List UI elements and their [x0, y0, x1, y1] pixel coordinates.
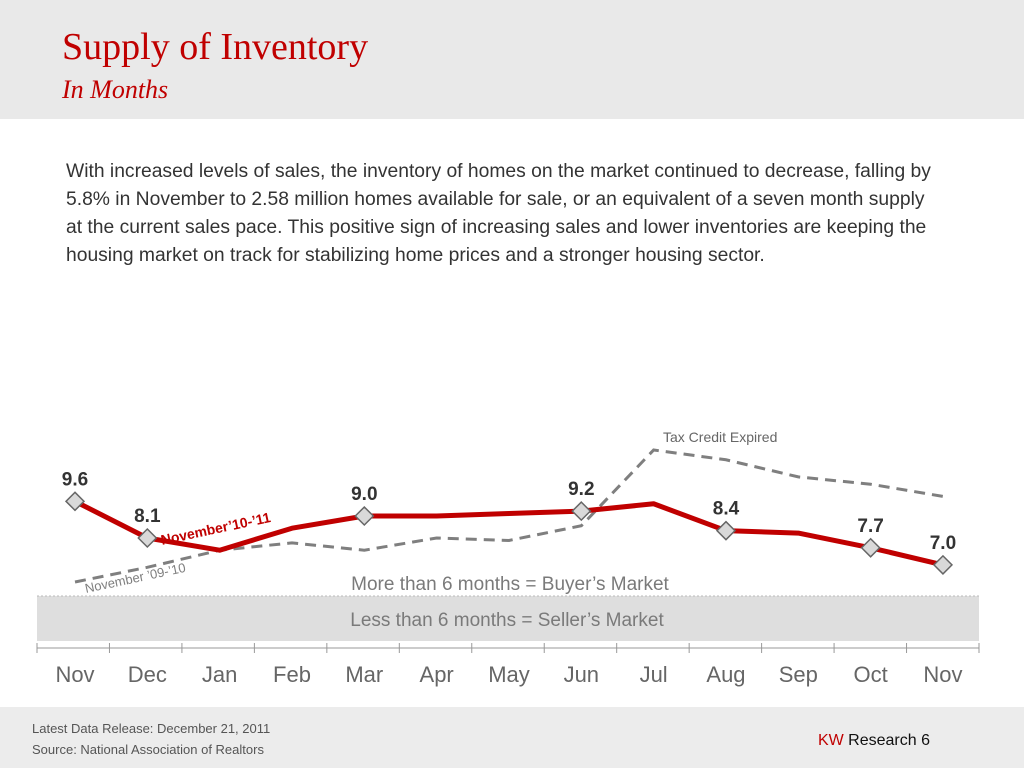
data-marker	[137, 527, 158, 549]
sellers-market-band	[37, 596, 979, 641]
data-marker	[932, 554, 954, 575]
brand-label: KW Research 6	[818, 732, 930, 750]
marker-group	[64, 491, 954, 575]
x-tick-label: Sep	[779, 662, 818, 687]
data-label: 9.2	[568, 479, 594, 500]
data-label: 9.6	[62, 469, 88, 490]
slide-title: Supply of Inventory	[62, 26, 369, 68]
x-tick-label: Nov	[55, 662, 94, 687]
source-note: Source: National Association of Realtors	[32, 742, 264, 757]
data-labels: 9.6 8.1 9.0 9.2 8.4 7.7 7.0	[62, 469, 956, 554]
footer-band: Latest Data Release: December 21, 2011 S…	[0, 707, 1024, 768]
body-paragraph: With increased levels of sales, the inve…	[66, 161, 931, 266]
header-band: Supply of Inventory In Months	[0, 0, 1024, 119]
x-tick-label: Jan	[202, 662, 237, 687]
data-release-note: Latest Data Release: December 21, 2011	[32, 721, 271, 736]
data-label: 7.0	[930, 533, 956, 554]
x-tick-label: Apr	[420, 662, 454, 687]
data-marker	[571, 501, 592, 522]
tax-credit-annotation: Tax Credit Expired	[663, 429, 777, 445]
x-axis-ticks	[36, 643, 980, 653]
x-tick-label: Jul	[640, 662, 668, 687]
brand-kw: KW	[817, 732, 844, 749]
data-marker	[860, 537, 881, 558]
inventory-line-chart: More than 6 months = Buyer’s Market Less…	[36, 429, 980, 687]
x-tick-label: Mar	[345, 662, 383, 687]
x-tick-label: Oct	[854, 662, 888, 687]
series-label-2009-2010: November ’09-’10	[84, 560, 187, 596]
x-tick-label: Nov	[923, 662, 962, 687]
data-label: 7.7	[857, 516, 883, 537]
buyers-market-label: More than 6 months = Buyer’s Market	[351, 574, 669, 595]
data-label: 8.4	[713, 499, 740, 520]
data-label: 8.1	[134, 506, 161, 527]
x-tick-label: Aug	[706, 662, 745, 687]
data-marker	[354, 505, 375, 527]
series-line-2010-2011	[72, 498, 946, 568]
data-marker	[715, 520, 737, 541]
data-marker	[64, 491, 86, 512]
x-axis-labels: Nov Dec Jan Feb Mar Apr May Jun Jul Aug Sep Oct Nov	[55, 662, 962, 687]
x-tick-label: Dec	[128, 662, 167, 687]
data-label: 9.0	[351, 484, 377, 505]
series-group	[72, 448, 946, 584]
sellers-market-label: Less than 6 months = Seller’s Market	[350, 610, 664, 631]
x-tick-label: Feb	[273, 662, 311, 687]
slide-subtitle: In Months	[62, 75, 169, 104]
x-tick-label: May	[488, 662, 530, 687]
series-label-2010-2011: November’10-’11	[159, 509, 272, 548]
brand-rest: Research 6	[843, 732, 930, 749]
x-tick-label: Jun	[564, 662, 599, 687]
